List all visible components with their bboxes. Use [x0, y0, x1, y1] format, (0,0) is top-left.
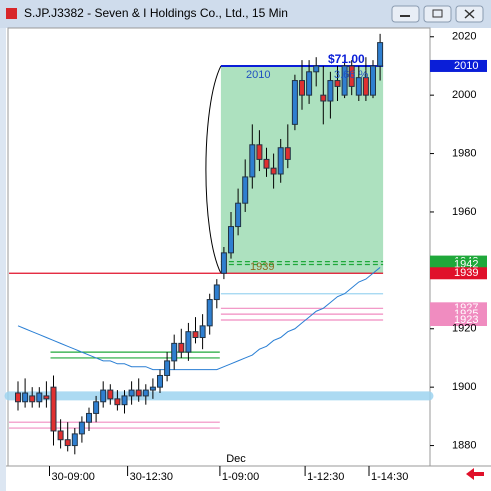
price-tag [430, 267, 487, 280]
maximize-glyph [432, 9, 443, 18]
candle-body [277, 147, 284, 175]
price-tag-label: 1939 [454, 267, 478, 279]
candle-body [178, 342, 185, 353]
price-tag [430, 314, 487, 326]
candle-body [22, 392, 29, 403]
price-tag [430, 59, 487, 72]
candle-body [57, 430, 64, 441]
candle-body [348, 65, 355, 87]
candle-body [164, 360, 171, 376]
candle-body [135, 389, 142, 397]
x-tick-label: 30-09:00 [52, 471, 95, 483]
candle-body [355, 77, 362, 96]
candle-body [206, 299, 213, 327]
candle-body [235, 202, 242, 228]
x-annotation: Dec [226, 453, 246, 465]
candle-body [36, 392, 43, 403]
minimize-button[interactable] [391, 5, 420, 23]
scroll-arrow[interactable] [466, 468, 484, 480]
measure-change: $71.00 [328, 52, 365, 66]
candle-body [377, 42, 384, 67]
candle-body [249, 144, 256, 178]
candle-body [242, 176, 249, 204]
candle-body [220, 252, 227, 274]
candle-body [334, 80, 341, 87]
candle-body [263, 158, 270, 169]
app-icon [6, 8, 17, 19]
x-tick-label: 1-12:30 [307, 471, 344, 483]
candle-body [149, 386, 156, 391]
candle-body [362, 77, 369, 96]
candle-body [213, 284, 220, 301]
window-title: S.JP.J3382 - Seven & I Holdings Co., Ltd… [24, 6, 288, 20]
candle-body [185, 331, 192, 353]
candle-body [71, 433, 78, 447]
y-tick-label: 1980 [452, 147, 476, 159]
candle-body [157, 374, 163, 388]
candle-body [93, 401, 100, 414]
candle-body [29, 395, 36, 403]
candle-body [128, 389, 135, 397]
y-tick-label: 1900 [452, 381, 476, 393]
candle-body [15, 392, 21, 403]
maximize-button[interactable] [423, 5, 452, 23]
candle-body [228, 226, 234, 254]
candle-body [86, 412, 92, 423]
candle-body [50, 386, 57, 432]
candle-body [192, 331, 199, 339]
candle-body [370, 65, 376, 96]
x-tick-label: 1-14:30 [371, 471, 408, 483]
candle-body [64, 439, 71, 447]
candle-body [341, 65, 348, 96]
candle-body [291, 80, 298, 125]
y-tick-label: 1920 [452, 323, 476, 335]
measure-high-label: 2010 [246, 69, 270, 81]
y-tick-label: 2000 [452, 89, 476, 101]
measure-percent: 3.66 % [334, 69, 368, 81]
candle-body [78, 421, 85, 435]
price-tag-label: 2010 [454, 60, 478, 72]
moving-average [17, 267, 381, 371]
candle-body [171, 342, 178, 362]
y-tick-label: 1880 [452, 439, 476, 451]
close-glyph [464, 9, 475, 19]
x-tick-label: 30-12:30 [130, 471, 173, 483]
candle-body [299, 80, 305, 96]
candle-body [270, 167, 277, 175]
candle-body [320, 94, 327, 102]
candle-body [121, 395, 128, 406]
y-tick-label: 1960 [452, 206, 476, 218]
measure-arc [205, 65, 222, 274]
candle-body [306, 71, 313, 96]
candle-body [114, 398, 121, 406]
candle-body [313, 65, 320, 73]
candle-body [327, 80, 334, 102]
measure-low-label: 1939 [250, 261, 274, 273]
candle-body [199, 325, 206, 339]
candle-body [43, 395, 50, 400]
candle-body [256, 144, 263, 160]
price-tag-label: 1923 [454, 314, 478, 326]
y-tick-label: 2020 [452, 31, 476, 43]
candle-body [107, 389, 114, 400]
candle-body [100, 389, 107, 403]
candle-body [142, 389, 149, 397]
x-tick-label: 1-09:00 [222, 471, 259, 483]
candle-body [284, 147, 291, 160]
